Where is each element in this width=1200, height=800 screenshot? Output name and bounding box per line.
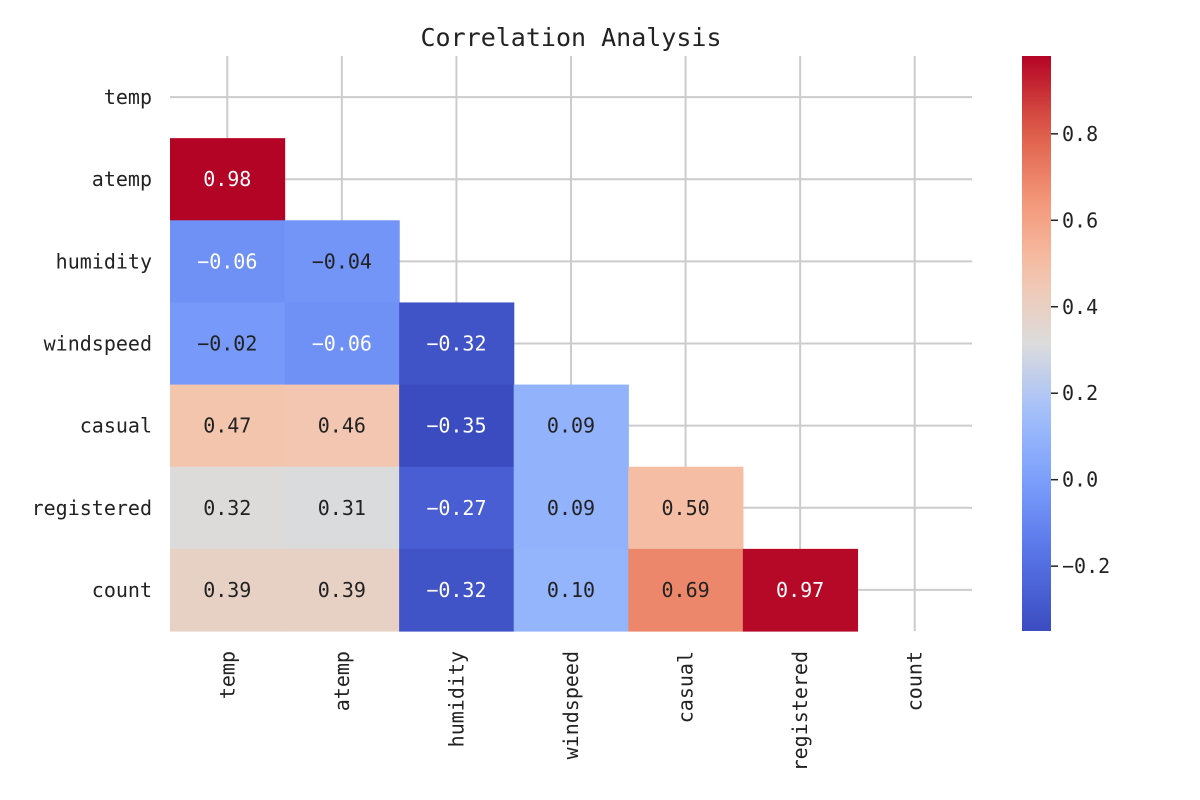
cell-value-label: 0.31 bbox=[318, 496, 366, 520]
column-label: windspeed bbox=[559, 651, 583, 759]
row-label: humidity bbox=[56, 249, 152, 273]
column-label: registered bbox=[788, 651, 812, 771]
heatmap-cell bbox=[284, 466, 400, 550]
colorbar-bar bbox=[1022, 56, 1051, 631]
cell-value-label: −0.27 bbox=[426, 496, 486, 520]
cell-value-label: −0.06 bbox=[312, 332, 372, 356]
cell-value-label: 0.10 bbox=[547, 578, 595, 602]
cell-value-label: −0.35 bbox=[426, 414, 486, 438]
colorbar-tick-label: 0.4 bbox=[1062, 295, 1098, 319]
heatmap-cell bbox=[170, 384, 286, 468]
cell-value-label: 0.97 bbox=[776, 578, 824, 602]
heatmap-cell bbox=[513, 384, 629, 468]
cell-value-label: 0.98 bbox=[203, 167, 251, 191]
colorbar-tick-label: 0.2 bbox=[1062, 381, 1098, 405]
cell-value-label: −0.32 bbox=[426, 578, 486, 602]
heatmap-cells: 0.98 −0.06 −0.04 −0.02 −0.06 −0.32 0.47 0.46 −0.… bbox=[170, 138, 859, 632]
heatmap-cell bbox=[170, 548, 286, 632]
colorbar-tick-label: 0.6 bbox=[1062, 208, 1098, 232]
column-labels: temp atemp humidity windspeed casual register… bbox=[215, 651, 926, 771]
heatmap-cell bbox=[284, 220, 400, 304]
heatmap-cell bbox=[399, 548, 515, 632]
colorbar-tick-label: −0.2 bbox=[1062, 554, 1110, 578]
column-label: atemp bbox=[330, 651, 354, 711]
row-labels: temp atemp humidity windspeed casual register… bbox=[32, 85, 152, 602]
cell-value-label: 0.50 bbox=[661, 496, 709, 520]
heatmap-cell bbox=[170, 220, 286, 304]
heatmap-cell bbox=[170, 302, 286, 386]
column-label: humidity bbox=[444, 651, 468, 747]
cell-value-label: 0.39 bbox=[318, 578, 366, 602]
cell-value-label: −0.06 bbox=[197, 249, 257, 273]
heatmap-cell bbox=[399, 384, 515, 468]
heatmap-cell bbox=[628, 466, 744, 550]
colorbar-tick-label: 0.0 bbox=[1062, 468, 1098, 492]
cell-value-label: 0.09 bbox=[547, 496, 595, 520]
cell-value-label: 0.69 bbox=[661, 578, 709, 602]
heatmap-cell bbox=[513, 548, 629, 632]
heatmap-cell bbox=[284, 548, 400, 632]
heatmap-cell bbox=[399, 466, 515, 550]
cell-value-label: −0.32 bbox=[426, 332, 486, 356]
row-label: count bbox=[92, 578, 152, 602]
colorbar: −0.2 0.0 0.2 0.4 0.6 0.8 bbox=[1022, 56, 1110, 631]
row-label: casual bbox=[80, 414, 152, 438]
cell-value-label: −0.02 bbox=[197, 332, 257, 356]
heatmap-cell bbox=[399, 302, 515, 386]
chart-title: Correlation Analysis bbox=[420, 23, 721, 52]
row-label: windspeed bbox=[44, 332, 152, 356]
heatmap-cell bbox=[628, 548, 744, 632]
heatmap-cell bbox=[742, 548, 859, 632]
heatmap-cell bbox=[513, 466, 629, 550]
colorbar-tick-label: 0.8 bbox=[1062, 122, 1098, 146]
heatmap-cell bbox=[284, 384, 400, 468]
cell-value-label: 0.46 bbox=[318, 414, 366, 438]
cell-value-label: −0.04 bbox=[312, 249, 372, 273]
row-label: registered bbox=[32, 496, 152, 520]
row-label: temp bbox=[104, 85, 152, 109]
cell-value-label: 0.47 bbox=[203, 414, 251, 438]
column-label: casual bbox=[674, 651, 698, 723]
cell-value-label: 0.09 bbox=[547, 414, 595, 438]
column-label: count bbox=[903, 651, 927, 711]
heatmap-cell bbox=[284, 302, 400, 386]
heatmap-cell bbox=[170, 138, 286, 221]
cell-value-label: 0.32 bbox=[203, 496, 251, 520]
heatmap-cell bbox=[170, 466, 286, 550]
column-label: temp bbox=[215, 651, 239, 699]
cell-value-label: 0.39 bbox=[203, 578, 251, 602]
row-label: atemp bbox=[92, 167, 152, 191]
